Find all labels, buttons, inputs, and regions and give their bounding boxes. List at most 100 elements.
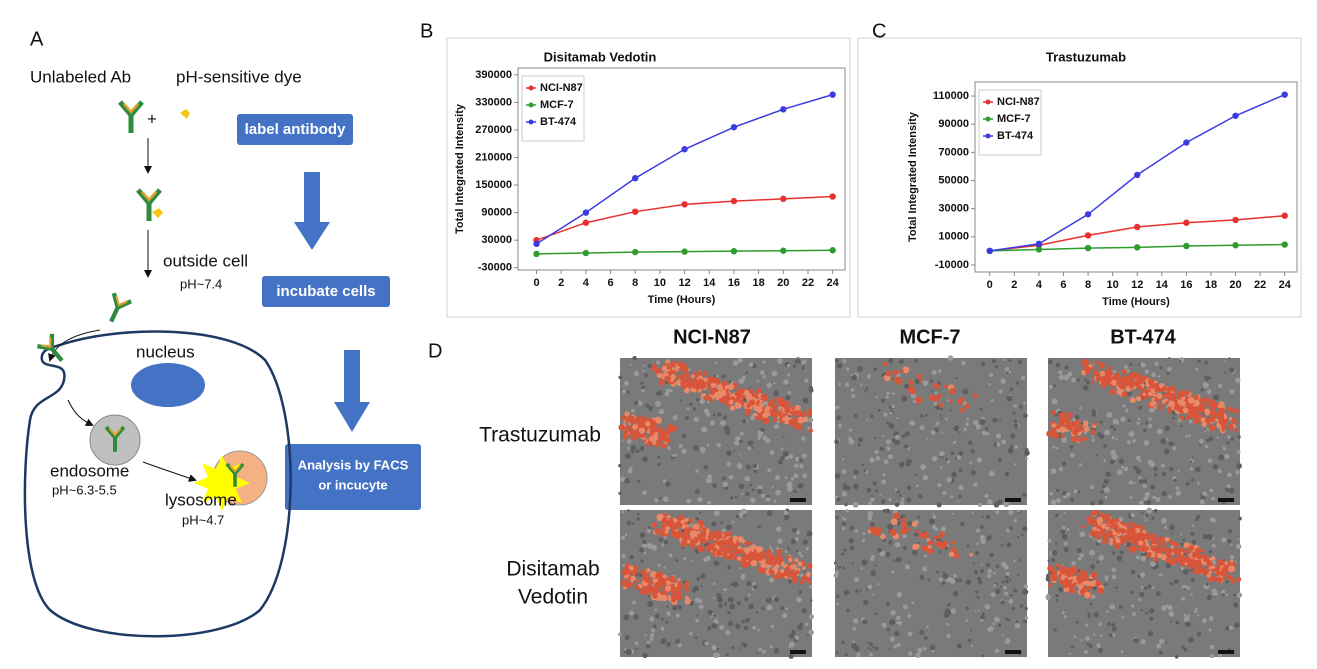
cell-texture <box>677 604 683 610</box>
fluorescent-cell <box>655 573 660 578</box>
cell-texture <box>1140 608 1144 612</box>
fluorescent-cell <box>900 520 907 528</box>
fluorescent-cell <box>1128 383 1134 389</box>
fluorescent-cell <box>1193 550 1199 557</box>
cell-texture <box>962 388 969 395</box>
fluorescent-cell <box>1202 561 1207 566</box>
cell-texture <box>895 615 901 621</box>
cell-texture <box>915 484 919 488</box>
cell-texture <box>794 537 799 542</box>
fluorescent-cell <box>1091 517 1095 521</box>
cell-texture <box>801 608 807 614</box>
cell-texture <box>923 636 928 641</box>
cell-texture <box>621 439 624 442</box>
fluorescent-cell <box>1065 584 1069 588</box>
cell-texture <box>799 464 804 469</box>
fluorescent-cell <box>1152 382 1159 389</box>
cell-texture <box>1103 459 1106 462</box>
cell-texture <box>1070 497 1075 502</box>
fluorescent-cell <box>1124 536 1129 540</box>
cell-texture <box>783 514 790 521</box>
cell-texture <box>1084 623 1089 627</box>
cell-texture <box>1140 586 1144 589</box>
fluorescent-cell <box>1149 534 1156 541</box>
fluorescent-cell <box>882 361 888 367</box>
cell-texture <box>841 469 847 474</box>
cell-texture <box>915 652 921 658</box>
cell-texture <box>786 364 790 368</box>
antibody-icon <box>102 293 131 325</box>
fluorescent-cell <box>1151 545 1157 551</box>
cell-texture <box>965 619 969 622</box>
cell-texture <box>751 588 755 591</box>
cell-texture <box>998 499 1003 505</box>
legend-label: MCF-7 <box>997 113 1031 125</box>
fluorescent-cell <box>1168 539 1173 545</box>
cell-texture <box>777 358 783 364</box>
cell-texture <box>662 496 669 503</box>
cell-texture <box>631 522 635 525</box>
cell-texture <box>1151 585 1155 589</box>
cell-texture <box>738 646 741 649</box>
cell-texture <box>1011 606 1016 611</box>
cell-texture <box>1227 472 1232 478</box>
cell-texture <box>1225 593 1229 596</box>
cell-texture <box>999 585 1002 588</box>
cell-texture <box>997 457 1002 462</box>
legend-dot <box>528 102 534 108</box>
cell-texture <box>766 382 772 388</box>
cell-texture <box>1221 593 1225 597</box>
cell-texture <box>854 642 857 645</box>
fluorescent-cell <box>869 526 877 534</box>
cell-texture <box>973 570 979 575</box>
fluorescent-cell <box>1211 565 1216 569</box>
cell-texture <box>798 458 802 461</box>
cell-texture <box>686 498 692 504</box>
cell-texture <box>795 549 799 553</box>
fluorescent-cell <box>1068 576 1072 580</box>
data-point <box>1232 216 1239 224</box>
cell-texture <box>1149 608 1155 614</box>
fluorescent-cell <box>906 379 911 383</box>
cell-texture <box>801 367 805 371</box>
panel-letter: A <box>30 28 44 50</box>
x-tick-label: 8 <box>632 277 638 289</box>
cell-texture <box>1147 459 1154 466</box>
cell-texture <box>742 642 748 648</box>
cell-texture <box>1005 579 1009 584</box>
cell-texture <box>1144 492 1150 498</box>
fluorescent-cell <box>1101 523 1107 529</box>
data-point <box>632 208 639 215</box>
data-point <box>1134 171 1141 179</box>
cell-texture <box>1143 440 1150 446</box>
cell-texture <box>870 522 875 528</box>
cell-texture <box>995 588 1001 594</box>
fluorescent-cell <box>1070 436 1077 443</box>
cell-texture <box>1109 633 1113 638</box>
cell-texture <box>933 401 938 406</box>
fluorescent-cell <box>1096 533 1102 539</box>
fluorescent-cell <box>1066 412 1073 419</box>
cell-texture <box>875 396 879 399</box>
fluorescent-cell <box>1164 536 1170 542</box>
cell-texture <box>1186 586 1191 590</box>
cell-texture <box>1195 466 1201 473</box>
fluorescent-cell <box>680 519 685 524</box>
cell-texture <box>853 483 859 490</box>
step-box <box>237 114 353 145</box>
fluorescent-cell <box>774 404 778 408</box>
cell-texture <box>874 564 877 567</box>
data-point <box>1183 242 1190 250</box>
cell-texture <box>991 359 996 364</box>
cell-texture <box>994 648 1000 654</box>
fluorescent-cell <box>792 576 798 582</box>
cell-texture <box>1105 471 1111 477</box>
legend-dot <box>528 85 534 91</box>
cell-texture <box>649 616 655 622</box>
cell-texture <box>934 427 939 432</box>
cell-texture <box>835 651 839 655</box>
cell-texture <box>944 417 948 421</box>
cell-texture <box>1213 394 1219 401</box>
cell-texture <box>637 479 641 484</box>
cell-texture <box>908 560 911 563</box>
